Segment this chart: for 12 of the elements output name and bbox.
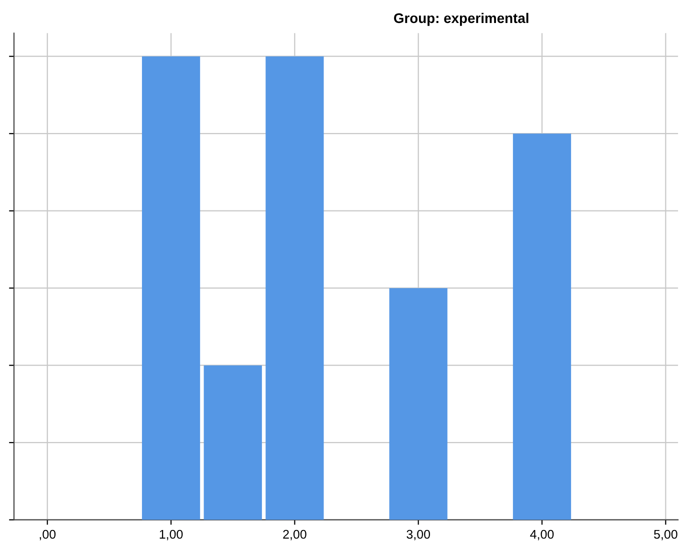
bar (142, 56, 200, 520)
x-tick-label: 4,00 (530, 530, 554, 540)
bar (266, 56, 324, 520)
x-tick-label: 1,00 (160, 530, 183, 540)
bar (512, 134, 572, 520)
bar (204, 365, 262, 520)
chart-title: Group: experimental (394, 12, 528, 26)
x-tick-label: 2,00 (283, 530, 306, 540)
bar (389, 288, 448, 520)
x-tick-label: 3,00 (406, 530, 430, 540)
x-tick-label: ,00 (40, 530, 56, 540)
x-tick-label: 5,00 (654, 530, 678, 540)
